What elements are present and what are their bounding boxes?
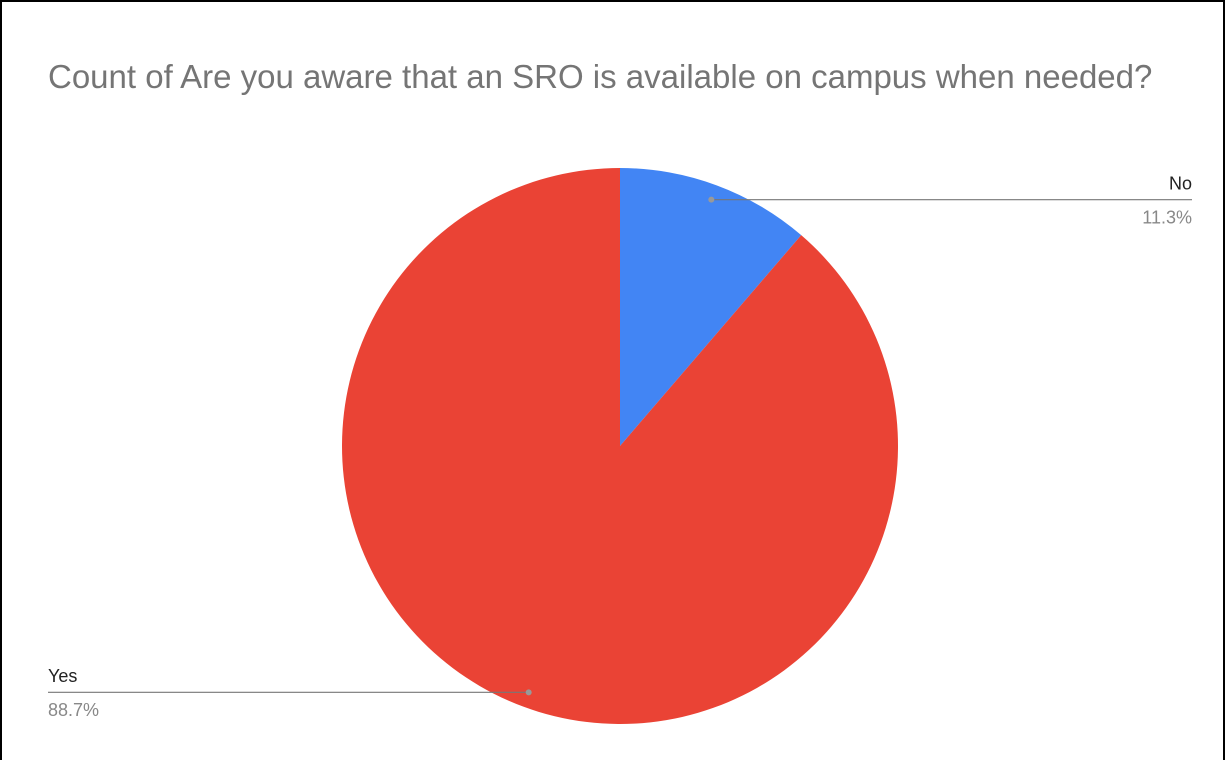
slice-value-label: 88.7%: [48, 700, 99, 720]
chart-title: Count of Are you aware that an SRO is av…: [48, 58, 1153, 95]
leader-dot: [525, 689, 532, 696]
leader-dot: [708, 196, 715, 203]
slice-value-label: 11.3%: [1142, 207, 1192, 227]
slice-label: Yes: [48, 666, 77, 686]
pie-slice: [620, 168, 802, 446]
slice-label: No: [1169, 173, 1192, 193]
pie-slice: [342, 168, 899, 724]
